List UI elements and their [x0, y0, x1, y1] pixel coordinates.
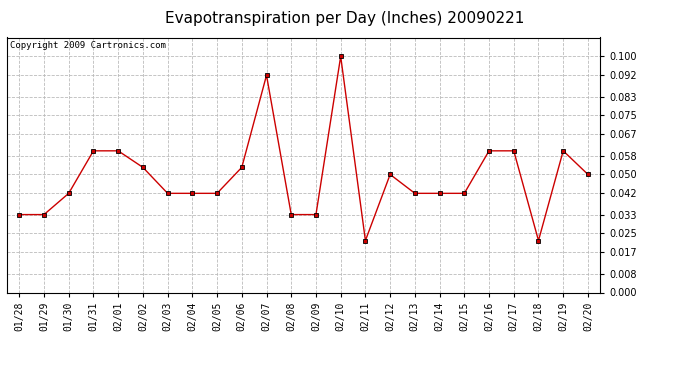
Text: Copyright 2009 Cartronics.com: Copyright 2009 Cartronics.com [10, 41, 166, 50]
Text: Evapotranspiration per Day (Inches) 20090221: Evapotranspiration per Day (Inches) 2009… [166, 11, 524, 26]
